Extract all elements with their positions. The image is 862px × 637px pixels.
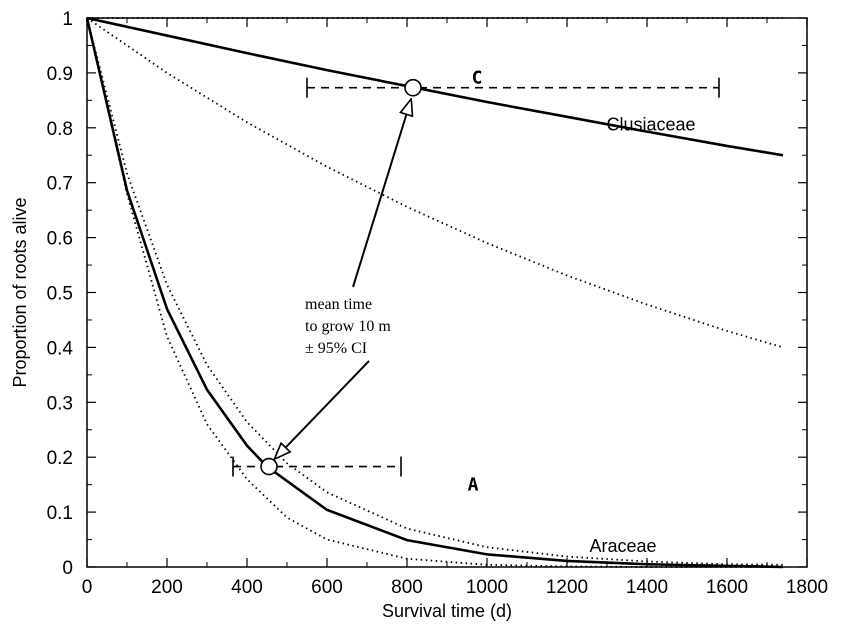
y-tick-label: 0.8 bbox=[47, 119, 73, 140]
mean-marker bbox=[404, 78, 422, 97]
y-tick-label: 0.1 bbox=[47, 503, 73, 524]
series-label: Clusiaceae bbox=[606, 115, 695, 135]
y-tick-label: 0.6 bbox=[47, 229, 73, 250]
x-tick-label: 1200 bbox=[546, 577, 588, 598]
y-tick-label: 0.9 bbox=[47, 64, 73, 85]
series-line-dotted-5 bbox=[86, 17, 783, 568]
annotation-label: mean time bbox=[305, 296, 372, 313]
y-axis-label: Proportion of roots alive bbox=[10, 197, 30, 387]
y-tick-label: 0.2 bbox=[47, 448, 73, 469]
annotation-label: to grow 10 m bbox=[305, 318, 391, 335]
series-layer: Clusiaceae Araceae bbox=[85, 16, 784, 569]
series-line-clusiaceae bbox=[86, 16, 784, 157]
annotation-label: ± 95% CI bbox=[305, 340, 367, 357]
y-tick-label: 0.4 bbox=[47, 338, 74, 359]
annotation-layer: mean time to grow 10 m ± 95% CI bbox=[275, 100, 411, 459]
ticks-layer: 0 200 400 600 800 1000 1200 1400 1600 1800 0 0.1 0.2… bbox=[47, 9, 829, 598]
arrow-to-a bbox=[275, 360, 370, 459]
y-tick-label: 0.7 bbox=[47, 174, 73, 195]
x-tick-label: 1800 bbox=[786, 577, 828, 598]
x-tick-label: 0 bbox=[82, 577, 93, 598]
y-tick-label: 1 bbox=[62, 9, 73, 30]
plot-frame bbox=[86, 17, 808, 568]
x-tick-label: 600 bbox=[311, 577, 343, 598]
x-tick-label: 200 bbox=[151, 577, 183, 598]
series-label: Araceae bbox=[589, 536, 656, 556]
y-tick-label: 0.3 bbox=[47, 393, 73, 414]
series-line-dotted-4 bbox=[86, 17, 784, 566]
x-tick-label: 1600 bbox=[706, 577, 748, 598]
arrow-to-c bbox=[352, 100, 411, 288]
marker-letter: C bbox=[472, 68, 483, 89]
markers-layer: CA bbox=[232, 68, 720, 496]
y-tick-label: 0 bbox=[62, 558, 73, 579]
x-tick-label: 1400 bbox=[626, 577, 668, 598]
marker-letter: A bbox=[468, 475, 479, 496]
x-tick-label: 800 bbox=[391, 577, 423, 598]
mean-marker bbox=[260, 457, 278, 476]
series-line-araceae bbox=[85, 17, 784, 569]
x-tick-label: 400 bbox=[231, 577, 263, 598]
series-line-dotted-3 bbox=[86, 17, 784, 349]
x-axis-label: Survival time (d) bbox=[382, 601, 512, 621]
y-tick-label: 0.5 bbox=[47, 284, 73, 305]
x-tick-label: 1000 bbox=[466, 577, 508, 598]
